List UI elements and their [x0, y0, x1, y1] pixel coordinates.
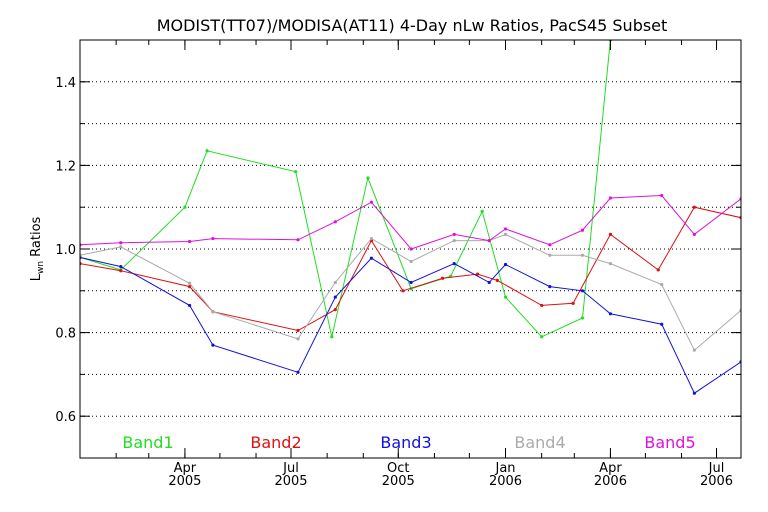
- data-point-band1: [580, 316, 585, 320]
- data-point-band5: [187, 239, 192, 244]
- series-line-band1: [80, 40, 611, 338]
- data-point-band2: [495, 278, 499, 282]
- data-point-band5: [211, 236, 215, 241]
- data-point-band2: [401, 289, 405, 293]
- data-point-band4: [580, 253, 585, 257]
- data-point-band4: [369, 236, 374, 241]
- y-tick-label: 1.4: [55, 76, 76, 91]
- data-point-band3: [211, 343, 215, 347]
- data-point-band4: [503, 232, 508, 236]
- data-point-band3: [119, 264, 123, 269]
- data-point-band4: [692, 348, 696, 352]
- data-point-band4: [452, 239, 456, 243]
- data-point-band3: [608, 312, 613, 316]
- data-point-band5: [119, 241, 123, 245]
- data-point-band1: [205, 149, 209, 153]
- legend-entry-band2: Band2: [250, 433, 301, 452]
- data-point-band4: [548, 253, 552, 257]
- data-point-band3: [660, 322, 664, 326]
- data-point-band5: [487, 239, 491, 243]
- data-point-band4: [119, 245, 123, 249]
- x-tick-label-year: 2006: [594, 474, 627, 489]
- data-point-band5: [369, 200, 374, 204]
- data-point-band3: [452, 262, 456, 266]
- data-point-band2: [692, 205, 696, 209]
- x-tick-label-month: Jul: [708, 461, 725, 476]
- y-tick-label: 1.2: [55, 159, 76, 174]
- data-point-band5: [452, 232, 456, 236]
- data-point-band4: [409, 259, 413, 264]
- data-point-band4: [296, 337, 300, 341]
- y-tick-label: 0.6: [55, 410, 76, 425]
- data-point-band3: [503, 262, 508, 267]
- data-point-band3: [548, 285, 552, 289]
- data-point-band4: [333, 280, 337, 285]
- data-point-band2: [296, 328, 300, 333]
- data-point-band3: [487, 280, 491, 285]
- x-tick-label-month: Jan: [494, 461, 515, 476]
- data-point-band3: [369, 256, 374, 260]
- data-point-band5: [608, 196, 613, 200]
- x-tick-label-year: 2005: [382, 474, 415, 489]
- data-point-band4: [608, 262, 613, 266]
- data-point-band1: [294, 170, 298, 174]
- x-tick-label-year: 2006: [489, 474, 522, 489]
- y-axis-label: Lwn Ratios: [29, 216, 46, 281]
- data-point-band4: [660, 282, 664, 287]
- data-point-band2: [119, 269, 123, 273]
- data-point-band5: [333, 220, 337, 224]
- data-point-band2: [571, 301, 575, 305]
- x-tick-label-month: Oct: [387, 461, 409, 476]
- data-point-band5: [409, 247, 413, 251]
- x-tick-label-month: Apr: [174, 461, 197, 476]
- x-tick-label-year: 2006: [700, 474, 733, 489]
- data-point-band1: [480, 209, 484, 213]
- data-point-band5: [503, 227, 508, 231]
- legend-entry-band4: Band4: [514, 433, 565, 452]
- series-layer: [80, 40, 741, 395]
- axes: 0.60.81.01.21.4Apr2005Jul2005Oct2005Jan2…: [55, 39, 741, 489]
- legend: Band1 Band2 Band3 Band4 Band5: [122, 433, 695, 452]
- data-point-band3: [580, 289, 585, 293]
- data-point-band1: [366, 176, 370, 180]
- data-point-band5: [296, 238, 300, 242]
- data-point-band3: [187, 303, 192, 308]
- data-point-band2: [475, 272, 480, 276]
- x-tick-label-year: 2005: [274, 474, 307, 489]
- data-point-band5: [660, 193, 664, 198]
- x-tick-label-month: Apr: [599, 461, 622, 476]
- data-point-band5: [580, 228, 585, 232]
- data-point-band1: [540, 335, 544, 339]
- data-point-band2: [540, 303, 544, 308]
- x-tick-label-month: Jul: [282, 461, 299, 476]
- data-point-band2: [440, 276, 445, 280]
- data-point-band3: [692, 391, 696, 395]
- data-point-band3: [409, 280, 413, 285]
- data-point-band4: [211, 310, 215, 314]
- legend-entry-band3: Band3: [380, 433, 431, 452]
- x-tick-label-year: 2005: [168, 474, 201, 489]
- data-point-band2: [656, 268, 660, 272]
- data-point-band5: [692, 232, 696, 236]
- data-point-band4: [187, 281, 192, 285]
- data-point-band3: [333, 295, 337, 299]
- data-point-band1: [330, 335, 334, 339]
- data-point-band2: [608, 232, 613, 236]
- data-point-band2: [333, 308, 337, 312]
- data-point-band1: [503, 295, 508, 299]
- legend-entry-band1: Band1: [122, 433, 173, 452]
- data-point-band5: [548, 243, 552, 247]
- data-point-band3: [296, 370, 300, 374]
- data-point-band1: [183, 205, 187, 209]
- y-tick-label: 0.8: [55, 327, 76, 342]
- data-point-band2: [187, 285, 192, 289]
- legend-entry-band5: Band5: [644, 433, 695, 452]
- y-tick-label: 1.0: [55, 243, 76, 258]
- chart-title: MODIST(TT07)/MODISA(AT11) 4-Day nLw Rati…: [157, 16, 668, 35]
